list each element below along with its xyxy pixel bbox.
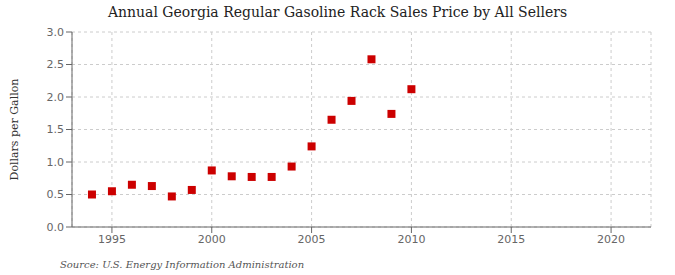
svg-text:Dollars per Gallon: Dollars per Gallon (8, 79, 21, 181)
svg-text:2005: 2005 (298, 233, 326, 246)
svg-text:2000: 2000 (198, 233, 226, 246)
svg-text:1995: 1995 (98, 233, 126, 246)
svg-text:1.0: 1.0 (47, 156, 65, 169)
svg-text:2010: 2010 (397, 233, 425, 246)
svg-text:2.5: 2.5 (47, 58, 65, 71)
svg-text:3.0: 3.0 (47, 26, 65, 39)
html-text:Source: U.S. Energy Informatio: Source: U.S. Energy Information Administ… (60, 259, 305, 270)
svg-text:2015: 2015 (497, 233, 525, 246)
svg-text:2.0: 2.0 (47, 91, 65, 104)
svg-text:0.0: 0.0 (47, 221, 65, 234)
svg-text:1.5: 1.5 (47, 123, 65, 136)
svg-text:0.5: 0.5 (47, 188, 65, 201)
html-text:Annual Georgia Regular Gasolin: Annual Georgia Regular Gasoline Rack Sal… (107, 4, 568, 20)
svg-text:2020: 2020 (597, 233, 625, 246)
